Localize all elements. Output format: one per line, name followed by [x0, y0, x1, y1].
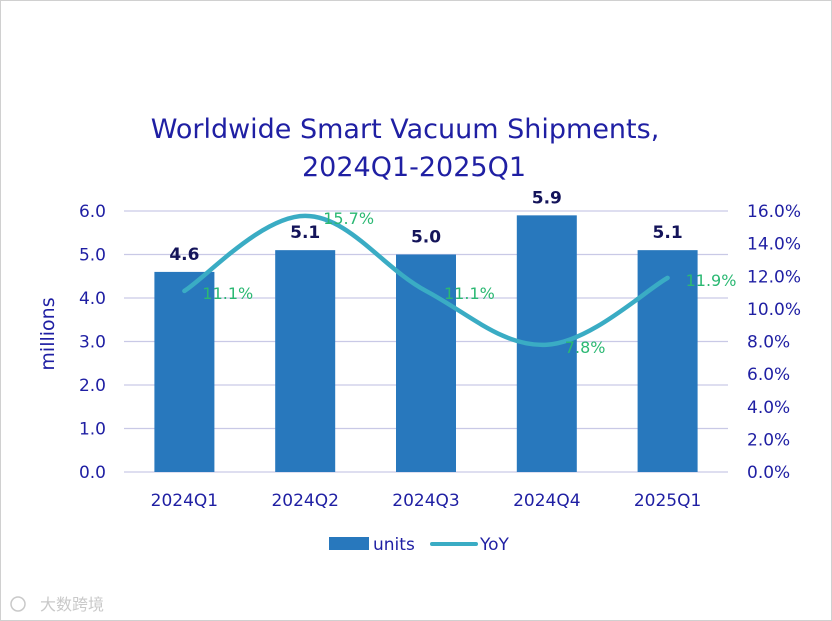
bar [275, 250, 336, 472]
bar-series-units [154, 215, 698, 472]
y-left-tick-label: 4.0 [79, 289, 106, 309]
yoy-value-label: 11.1% [202, 284, 253, 303]
bar-value-label: 5.9 [532, 188, 562, 208]
bar-value-label: 5.1 [653, 223, 683, 243]
bar-value-label: 5.0 [411, 228, 441, 248]
bar [637, 250, 698, 472]
y-right-tick-label: 6.0% [747, 365, 790, 385]
yoy-value-label: 15.7% [323, 209, 374, 228]
x-tick-label: 2025Q1 [634, 491, 701, 511]
y-left-tick-label: 0.0 [79, 463, 106, 483]
x-tick-label: 2024Q1 [151, 491, 218, 511]
y-right-tick-label: 8.0% [747, 333, 790, 353]
y-right-tick-label: 0.0% [747, 463, 790, 483]
watermark: 大数跨境 [10, 595, 104, 614]
watermark-text: 大数跨境 [40, 595, 104, 614]
y-axis-label: millions [37, 297, 59, 370]
line-series-yoy [182, 213, 670, 348]
legend-swatch-units [329, 537, 369, 550]
legend: units YoY [329, 535, 510, 555]
watermark-logo-icon [10, 596, 26, 612]
yoy-value-label: 11.1% [444, 284, 495, 303]
y-left-tick-label: 2.0 [79, 376, 106, 396]
x-tick-label: 2024Q4 [513, 491, 580, 511]
chart-title-line-1: Worldwide Smart Vacuum Shipments, [151, 114, 660, 145]
y-right-tick-label: 12.0% [747, 267, 801, 287]
y-left-tick-label: 6.0 [79, 202, 106, 222]
y-right-tick-label: 16.0% [747, 202, 801, 222]
axes: 0.0 1.0 2.0 3.0 4.0 5.0 6.0 0.0% 2.0% 4.0% 6.0% 8.0… [79, 202, 801, 511]
y-right-tick-label: 4.0% [747, 398, 790, 418]
y-right-tick-label: 14.0% [747, 235, 801, 255]
bar-value-label: 4.6 [169, 245, 199, 265]
chart-title-line-2: 2024Q1-2025Q1 [302, 152, 526, 183]
legend-label-units: units [373, 535, 415, 555]
y-left-tick-label: 5.0 [79, 246, 106, 266]
yoy-line [182, 213, 670, 348]
yoy-value-label: 7.8% [565, 338, 606, 357]
bar [154, 271, 215, 472]
y-left-tick-label: 3.0 [79, 333, 106, 353]
legend-label-yoy: YoY [479, 535, 510, 555]
y-right-tick-label: 2.0% [747, 430, 790, 450]
x-tick-label: 2024Q2 [271, 491, 338, 511]
y-right-tick-label: 10.0% [747, 300, 801, 320]
y-left-tick-label: 1.0 [79, 420, 106, 440]
yoy-value-label: 11.9% [686, 271, 737, 290]
bar-value-label: 5.1 [290, 223, 320, 243]
x-tick-label: 2024Q3 [392, 491, 459, 511]
data-labels: 4.6 5.1 5.0 5.9 5.1 11.1% 15.7% 11.1% 7.8% 11.9% [169, 188, 736, 356]
